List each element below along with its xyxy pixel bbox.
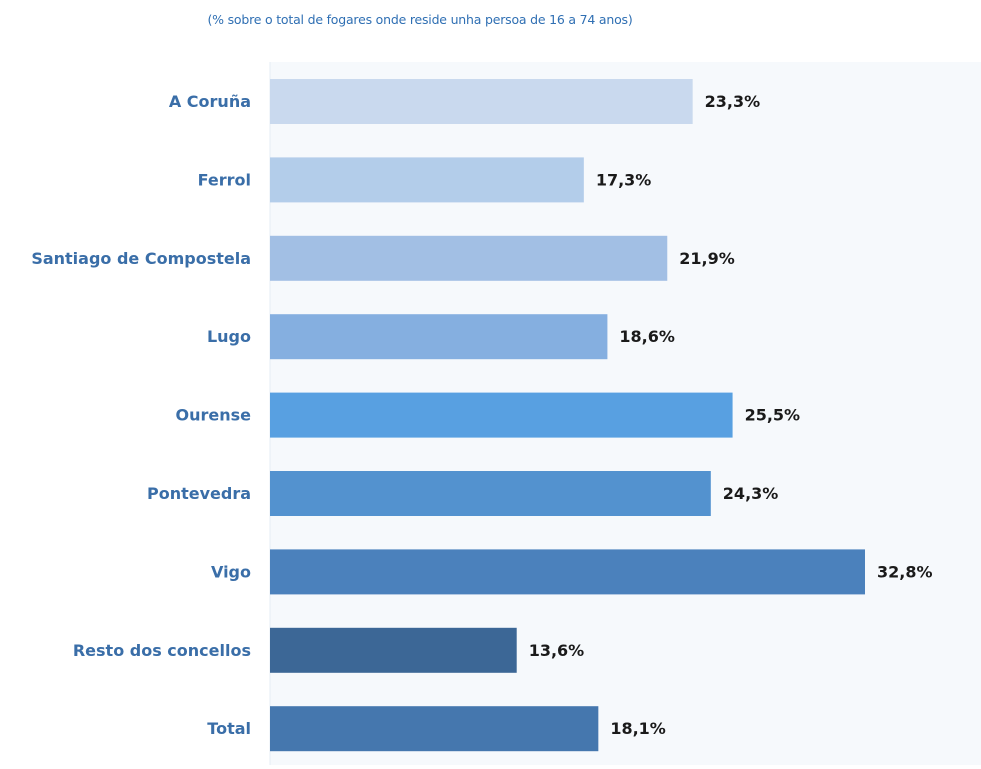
category-label: Ourense: [176, 406, 252, 425]
category-label: Santiago de Compostela: [31, 249, 251, 268]
category-label: A Coruña: [169, 92, 251, 111]
bar: [270, 392, 733, 438]
category-label: Vigo: [211, 562, 251, 581]
bar: [270, 627, 517, 673]
value-label: 17,3%: [596, 170, 652, 189]
value-label: 25,5%: [745, 406, 801, 425]
category-label: Resto dos concellos: [73, 641, 251, 660]
value-label: 18,6%: [619, 327, 675, 346]
category-label: Lugo: [207, 327, 251, 346]
bar: [270, 471, 711, 516]
value-label: 23,3%: [705, 92, 761, 111]
bar: [270, 157, 584, 203]
value-label: 13,6%: [529, 641, 585, 660]
value-label: 21,9%: [679, 249, 735, 268]
bar: [270, 549, 865, 595]
bar: [270, 79, 693, 124]
value-label: 18,1%: [610, 719, 666, 738]
category-label: Pontevedra: [147, 484, 251, 503]
bar: [270, 706, 599, 752]
category-label: Total: [207, 719, 251, 738]
value-label: 32,8%: [877, 562, 933, 581]
bar: [270, 235, 668, 281]
chart-subtitle: (% sobre o total de fogares onde reside …: [207, 12, 633, 27]
value-label: 24,3%: [723, 484, 779, 503]
bar: [270, 314, 608, 360]
bars-group: A Coruña 23,3% Ferrol 17,3% Santiago de Comp…: [31, 79, 933, 752]
category-label: Ferrol: [198, 170, 251, 189]
